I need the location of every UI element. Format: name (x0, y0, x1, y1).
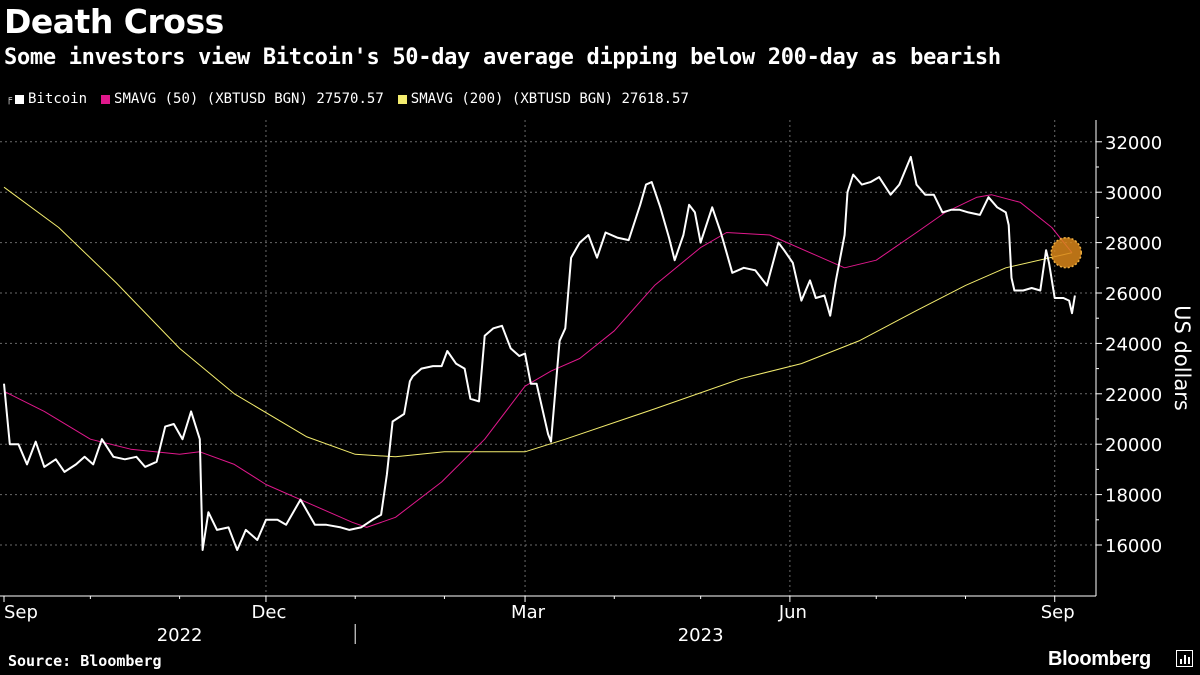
legend: ╒ Bitcoin SMAVG (50) (XBTUSD BGN) 27570.… (6, 91, 703, 107)
x-tick-label: Jun (778, 602, 807, 623)
legend-swatch (397, 94, 407, 104)
y-axis-title: US dollars (1170, 305, 1194, 411)
legend-item-sma50: SMAVG (50) (XBTUSD BGN) 27570.57 (101, 91, 384, 107)
cross-point-marker (1050, 236, 1082, 269)
legend-item-sma200: SMAVG (200) (XBTUSD BGN) 27618.57 (397, 91, 689, 107)
sma200-line (3, 186, 1073, 458)
chart-title: Death Cross (4, 2, 224, 41)
x-tick-label: Dec (252, 602, 287, 623)
y-tick-label: 24000 (1105, 334, 1162, 355)
x-tick-label: Sep (4, 602, 38, 623)
legend-item-bitcoin: Bitcoin (15, 91, 87, 107)
bloomberg-logo-text: Bloomberg (1048, 648, 1151, 670)
y-tick-label: 30000 (1105, 183, 1162, 204)
y-tick-label: 26000 (1105, 284, 1162, 305)
candlestick-icon: ╒ (6, 93, 13, 105)
bloomberg-chart-icon (1176, 650, 1193, 667)
axis-labels: 16000 18000 20000 22000 24000 26000 28000 30000… (4, 133, 1162, 646)
y-tick-label: 20000 (1105, 435, 1162, 456)
legend-swatch (15, 94, 25, 104)
grid (0, 120, 1096, 596)
chart-subtitle: Some investors view Bitcoin's 50-day ave… (4, 45, 1001, 70)
y-tick-label: 18000 (1105, 486, 1162, 507)
year-label: 2023 (678, 625, 724, 646)
legend-label: SMAVG (50) (XBTUSD BGN) 27570.57 (114, 91, 384, 107)
series-group (3, 155, 1082, 551)
x-tick-label: Sep (1041, 602, 1075, 623)
source-note: Source: Bloomberg (8, 652, 162, 670)
y-tick-label: 22000 (1105, 385, 1162, 406)
y-tick-label: 16000 (1105, 536, 1162, 557)
legend-label: SMAVG (200) (XBTUSD BGN) 27618.57 (410, 91, 689, 107)
y-tick-label: 32000 (1105, 133, 1162, 154)
legend-label: Bitcoin (28, 91, 88, 107)
bitcoin-price-line (3, 155, 1076, 551)
year-label: 2022 (157, 625, 203, 646)
y-tick-label: 28000 (1105, 234, 1162, 255)
x-tick-label: Mar (511, 602, 546, 623)
axes (0, 120, 1102, 644)
legend-swatch (101, 94, 111, 104)
sma50-line (3, 194, 1073, 528)
